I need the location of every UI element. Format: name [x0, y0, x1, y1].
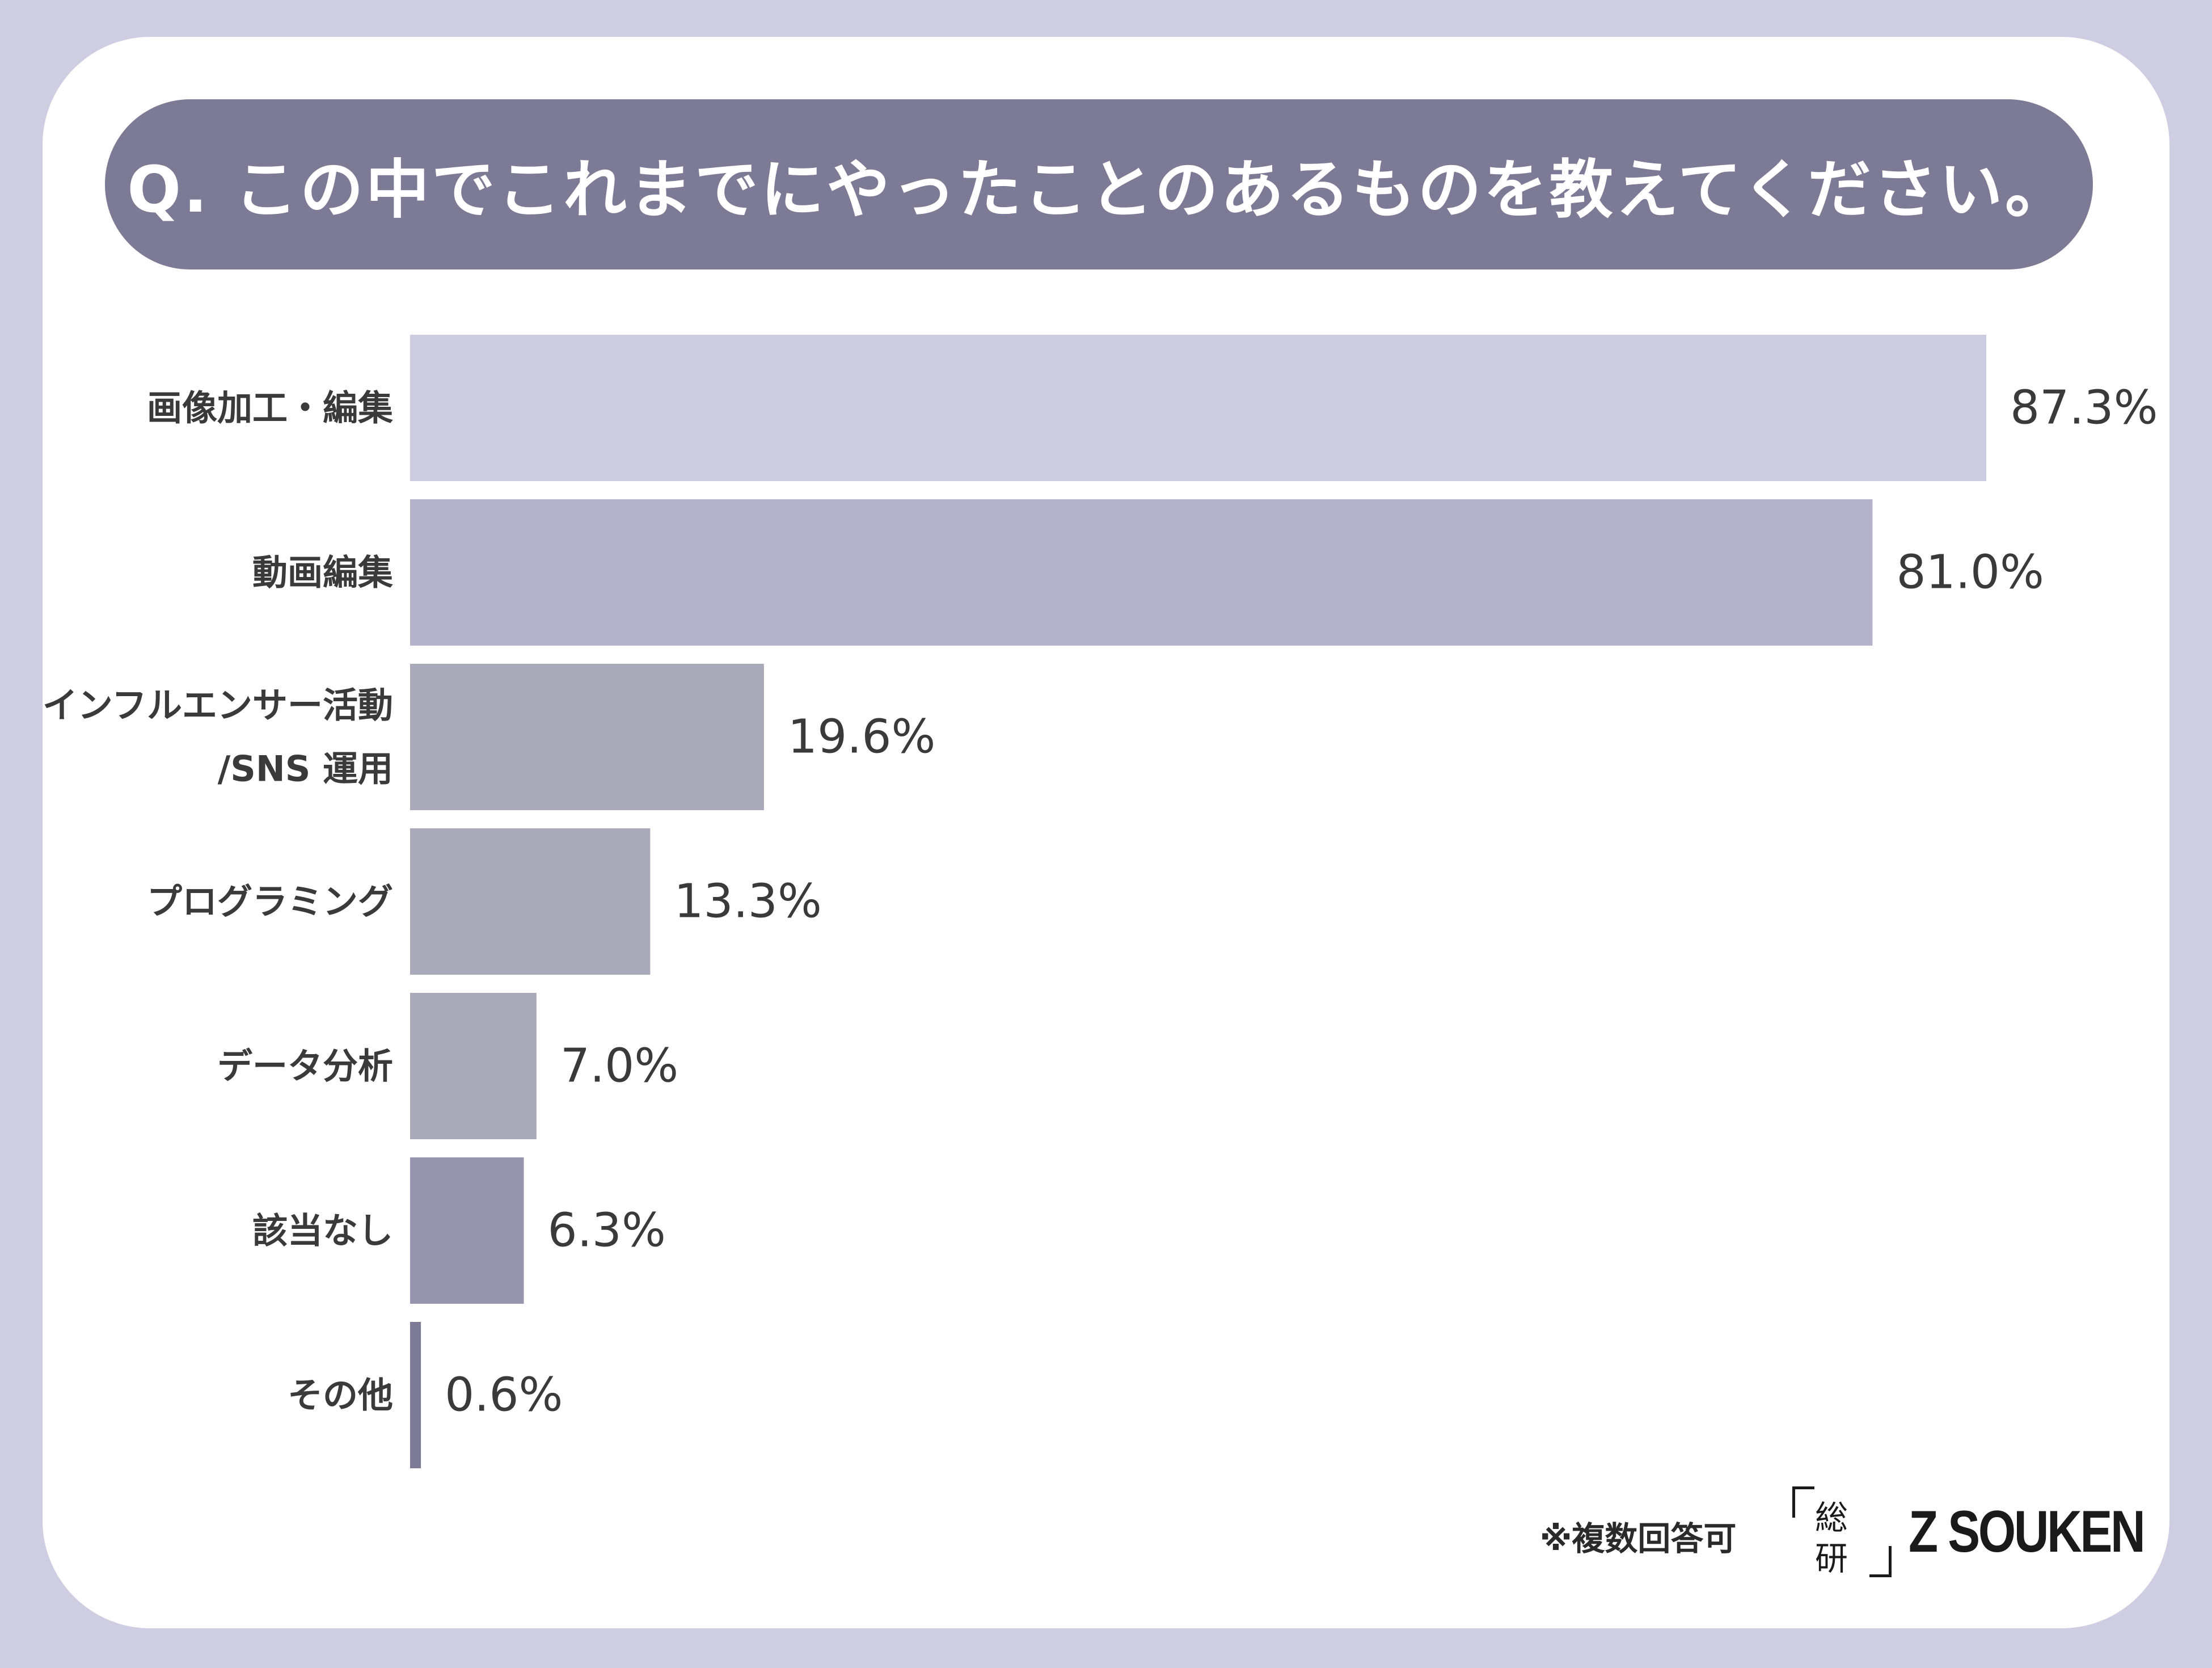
category-label-3: プログラミング: [147, 881, 393, 923]
value-label-3: 13.3%: [674, 875, 822, 929]
bar-0: [410, 335, 1986, 481]
bar-1: [410, 499, 1873, 646]
zsouken-logo: 総 研 Z SOUKEN: [1792, 1486, 2195, 1578]
value-label-1: 81.0%: [1896, 546, 2044, 600]
bar-6: [410, 1322, 421, 1468]
bar-2: [410, 664, 764, 810]
logo-mark-char-1: 総: [1815, 1498, 1848, 1537]
value-label-4: 7.0%: [560, 1039, 678, 1093]
multiple-answer-note: ※複数回答可: [1540, 1519, 1737, 1558]
category-label-6: その他: [288, 1375, 393, 1416]
category-label-0: 画像加工・編集: [147, 387, 393, 429]
question-text: Q. この中でこれまでにやったことのあるものを教えてください。: [127, 153, 2071, 227]
value-label-0: 87.3%: [2010, 381, 2158, 435]
category-label-1: 動画編集: [252, 552, 393, 593]
question-banner: Q. この中でこれまでにやったことのあるものを教えてください。: [105, 99, 2093, 269]
logo-mark-char-2: 研: [1815, 1539, 1848, 1578]
logo-wordmark: Z SOUKEN: [1909, 1498, 2146, 1565]
bar-4: [410, 993, 537, 1139]
logo-mark: 総 研: [1792, 1486, 1892, 1578]
bar-3: [410, 828, 651, 975]
category-label-2-line-1: /SNS 運用: [218, 748, 393, 790]
value-label-5: 6.3%: [548, 1204, 666, 1258]
bar-5: [410, 1157, 524, 1304]
value-label-6: 0.6%: [445, 1368, 563, 1422]
value-label-2: 19.6%: [788, 710, 936, 764]
category-label-2-line-0: インフルエンサー活動: [43, 685, 393, 726]
category-label-4: データ分析: [217, 1046, 393, 1087]
category-label-5: 該当なし: [252, 1210, 393, 1252]
card-background: [43, 37, 2169, 1628]
